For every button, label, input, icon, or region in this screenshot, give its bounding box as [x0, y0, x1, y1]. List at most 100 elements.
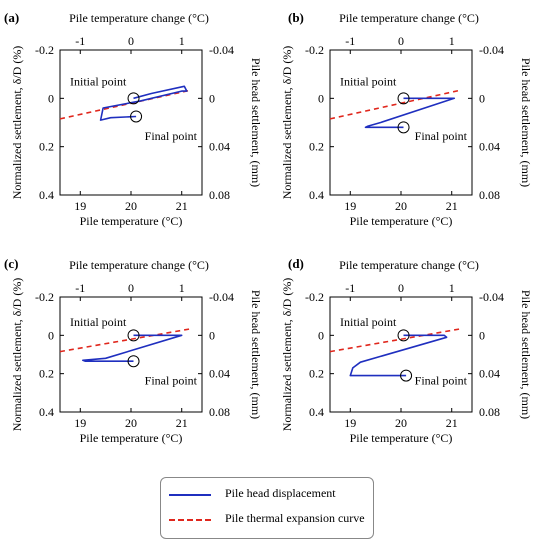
x-axis-title: Pile temperature (°C) [350, 214, 453, 228]
y-tick-label: 0.4 [39, 405, 54, 419]
x-tick-label: 21 [176, 416, 188, 430]
y2-tick-label: 0.04 [479, 367, 500, 381]
x2-tick-label: -1 [345, 281, 355, 295]
x-tick-label: 20 [395, 416, 407, 430]
initial-point-label: Initial point [70, 74, 127, 88]
thermal-expansion-line [329, 89, 463, 120]
y2-axis-title: Pile head settlement, (mm) [519, 290, 533, 419]
displacement-line [82, 334, 183, 363]
y2-tick-label: 0 [479, 91, 485, 105]
x2-axis-title: Pile temperature change (°C) [69, 11, 209, 25]
y2-tick-label: 0.08 [209, 405, 230, 419]
initial-point-marker [397, 92, 410, 105]
x2-tick-label: 1 [449, 281, 455, 295]
legend-label-displacement: Pile head displacement [225, 486, 336, 500]
y-tick-label: 0 [48, 91, 54, 105]
displacement-line [99, 85, 188, 121]
y2-axis-title: Pile head settlement, (mm) [249, 290, 263, 419]
x-tick-label: 21 [446, 199, 458, 213]
y2-axis-title: Pile head settlement, (mm) [249, 58, 263, 187]
y2-tick-label: 0 [209, 328, 215, 342]
y-tick-label: 0.4 [309, 188, 324, 202]
panel-label: (a) [4, 10, 19, 25]
final-point-marker [130, 110, 143, 123]
y-tick-label: 0.2 [39, 367, 54, 381]
x2-tick-label: 1 [179, 281, 185, 295]
legend-line-displacement [169, 494, 211, 496]
y2-tick-label: 0.08 [209, 188, 230, 202]
x-tick-label: 21 [176, 199, 188, 213]
panel-label: (c) [4, 256, 18, 271]
panel-label: (b) [288, 10, 304, 25]
x-tick-label: 21 [446, 416, 458, 430]
x2-tick-label: -1 [75, 281, 85, 295]
y-tick-label: 0.4 [309, 405, 324, 419]
initial-point-marker [397, 329, 410, 342]
y2-tick-label: 0.08 [479, 405, 500, 419]
y-tick-label: 0.4 [39, 188, 54, 202]
x2-tick-label: -1 [345, 34, 355, 48]
final-point-marker [127, 355, 140, 368]
y2-tick-label: -0.04 [209, 43, 234, 57]
initial-point-label: Initial point [340, 315, 397, 329]
x-axis-title: Pile temperature (°C) [80, 431, 183, 445]
legend-item-displacement: Pile head displacement [161, 486, 373, 504]
chart-panel-c: (c) 19 20 21 -1 0 1 -0.2 0 0.2 0.4 -0.04 0 0.04 0.08 Pi… [4, 256, 263, 445]
final-point-marker [397, 121, 410, 134]
thermal-expansion-line [59, 327, 192, 353]
y-axis-title: Normalized settlement, δ/D (%) [280, 46, 294, 200]
displacement-line [349, 334, 448, 377]
plot-frame [59, 49, 203, 196]
chart-panel-b: (b) 19 20 21 -1 0 1 -0.2 0 0.2 0.4 -0.04 0 0.04 0.08 Pi… [280, 10, 533, 228]
final-point-marker [400, 369, 413, 382]
initial-point-marker [127, 92, 140, 105]
y-tick-label: 0 [48, 328, 54, 342]
displacement-line [364, 97, 456, 129]
y2-tick-label: 0 [209, 91, 215, 105]
y2-tick-label: 0.04 [209, 367, 230, 381]
x-tick-label: 19 [344, 416, 356, 430]
y-tick-label: 0.2 [39, 140, 54, 154]
y-tick-label: -0.2 [35, 43, 54, 57]
x2-axis-title: Pile temperature change (°C) [339, 258, 479, 272]
x2-axis-title: Pile temperature change (°C) [69, 258, 209, 272]
y2-tick-label: -0.04 [479, 43, 504, 57]
y-tick-label: 0 [318, 91, 324, 105]
x2-tick-label: -1 [75, 34, 85, 48]
x2-tick-label: 0 [128, 281, 134, 295]
y2-tick-label: 0.08 [479, 188, 500, 202]
chart-panel-a: (a) 19 20 21 -1 0 1 -0.2 0 0.2 0.4 -0.04 0 0.04 0.08 Pi… [4, 10, 263, 228]
y-axis-title: Normalized settlement, δ/D (%) [280, 278, 294, 432]
figure-canvas: (a) 19 20 21 -1 0 1 -0.2 0 0.2 0.4 -0.04 0 0.04 0.08 Pi… [4, 10, 533, 445]
x2-tick-label: 0 [398, 34, 404, 48]
final-point-label: Final point [145, 129, 198, 143]
y-tick-label: -0.2 [305, 290, 324, 304]
x2-tick-label: 0 [128, 34, 134, 48]
y2-tick-label: 0.04 [209, 140, 230, 154]
y-tick-label: 0.2 [309, 367, 324, 381]
y-axis-title: Normalized settlement, δ/D (%) [10, 46, 24, 200]
initial-point-label: Initial point [340, 74, 397, 88]
y-tick-label: 0.2 [309, 140, 324, 154]
final-point-label: Final point [145, 373, 198, 387]
x-tick-label: 20 [125, 199, 137, 213]
x-axis-title: Pile temperature (°C) [350, 431, 453, 445]
x-tick-label: 19 [344, 199, 356, 213]
x-axis-title: Pile temperature (°C) [80, 214, 183, 228]
legend-item-thermal: Pile thermal expansion curve [161, 511, 373, 529]
initial-point-label: Initial point [70, 315, 127, 329]
legend: Pile head displacement Pile thermal expa… [160, 477, 374, 539]
final-point-label: Final point [415, 373, 468, 387]
x-tick-label: 20 [395, 199, 407, 213]
y2-tick-label: 0.04 [479, 140, 500, 154]
y-tick-label: 0 [318, 328, 324, 342]
panel-label: (d) [288, 256, 304, 271]
x2-tick-label: 1 [179, 34, 185, 48]
y2-tick-label: -0.04 [209, 290, 234, 304]
x-tick-label: 20 [125, 416, 137, 430]
final-point-label: Final point [415, 129, 468, 143]
chart-panel-d: (d) 19 20 21 -1 0 1 -0.2 0 0.2 0.4 -0.04 0 0.04 0.08 Pi… [280, 256, 533, 445]
y2-axis-title: Pile head settlement, (mm) [519, 58, 533, 187]
legend-line-thermal [169, 519, 211, 521]
x2-tick-label: 0 [398, 281, 404, 295]
